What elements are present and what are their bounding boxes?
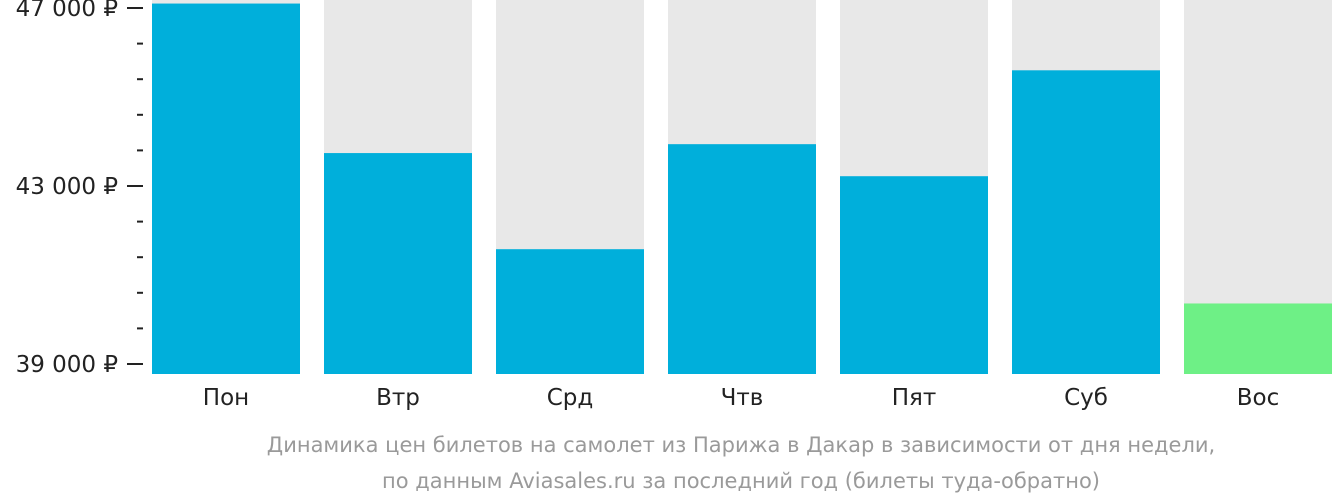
y-tick-label: 39 000 ₽ (16, 352, 118, 378)
x-tick-label: Пон (203, 385, 249, 411)
x-tick-label: Чтв (721, 385, 764, 411)
chart-caption-line-2: по данным Aviasales.ru за последний год … (382, 469, 1100, 493)
bar-5[interactable] (840, 176, 988, 374)
bar-2[interactable] (324, 153, 472, 374)
x-tick-label: Втр (376, 385, 420, 411)
chart-caption-line-1: Динамика цен билетов на самолет из Париж… (267, 433, 1215, 457)
x-tick-label: Пят (892, 385, 937, 411)
bar-4[interactable] (668, 144, 816, 374)
bar-7[interactable] (1184, 303, 1332, 374)
x-tick-label: Суб (1064, 385, 1108, 411)
bar-3[interactable] (496, 249, 644, 374)
x-axis-labels: Пон Втр Срд Чтв Пят Суб Вос (203, 385, 1279, 411)
y-tick-label: 47 000 ₽ (16, 0, 118, 22)
y-axis: 47 000 ₽ 43 000 ₽ 39 000 ₽ (16, 0, 143, 378)
x-tick-label: Срд (547, 385, 594, 411)
bar-6[interactable] (1012, 70, 1160, 375)
x-tick-label: Вос (1237, 385, 1280, 411)
bar-1[interactable] (152, 3, 300, 375)
y-tick-label: 43 000 ₽ (16, 174, 118, 200)
bars (152, 3, 1332, 375)
